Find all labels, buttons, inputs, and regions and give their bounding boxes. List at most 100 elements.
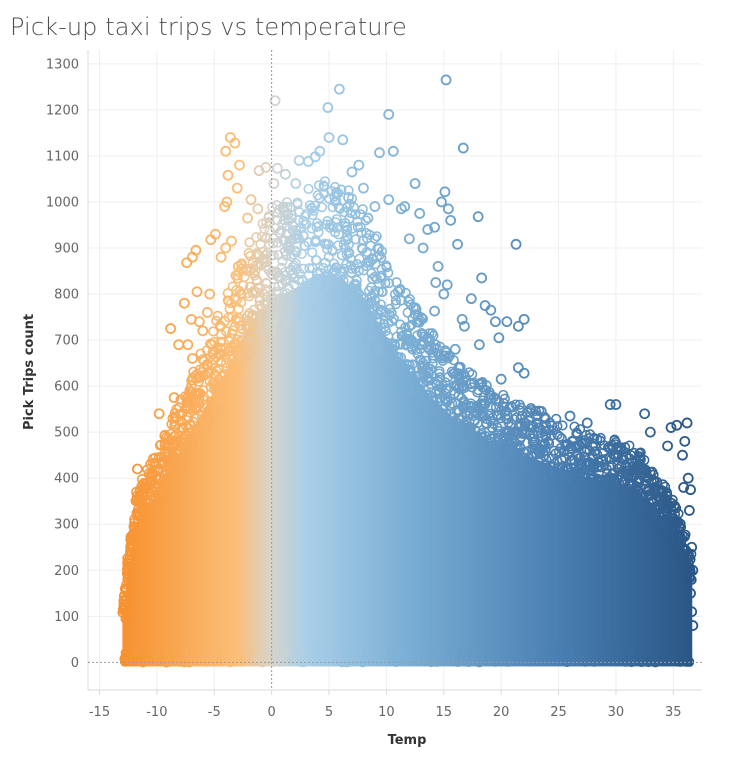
data-point [257,218,268,229]
data-point-cluster [513,452,516,667]
data-point-cluster [330,275,332,667]
data-point-outlier [309,151,321,163]
data-point-cluster [194,424,197,667]
data-point [540,655,552,666]
data-point [486,452,497,463]
data-point [243,315,254,326]
data-point [533,455,544,467]
data-point-cluster [475,434,478,667]
data-point-cluster [652,507,655,667]
data-point [491,410,502,421]
data-point-cluster [238,345,241,667]
data-point-cluster [673,533,676,667]
data-point [566,455,577,466]
data-point [566,484,577,495]
data-point-cluster [627,488,630,667]
axes: 0100200300400500600700800900100011001200… [46,50,702,720]
data-point-cluster [395,352,398,667]
data-point [268,645,280,657]
data-point [383,278,395,289]
data-point-outlier [610,399,622,410]
data-point [466,648,477,659]
data-point-cluster [447,412,449,667]
data-point-cluster [280,294,283,667]
data-point [309,200,321,211]
data-point-cluster [689,571,692,667]
data-point-cluster [611,483,614,667]
data-point-outlier [685,587,696,599]
data-point [128,528,139,539]
data-point [278,319,289,330]
data-point [467,654,478,665]
data-point [267,265,279,277]
data-point [330,646,342,657]
data-point-cluster [509,450,511,667]
data-point-outlier [681,417,693,429]
data-point-cluster [160,485,163,667]
data-point [373,286,384,297]
data-point [191,436,203,448]
data-point-outlier [495,373,507,385]
data-point [159,429,170,440]
data-point [380,277,391,289]
data-point-cluster [503,448,506,667]
data-point [313,180,325,191]
data-point-cluster [273,296,276,667]
data-point-cluster [388,342,391,667]
data-point-cluster [221,377,223,667]
data-point [218,383,229,395]
data-point [354,253,365,264]
data-point-cluster [140,516,143,667]
data-point-outlier [220,145,232,157]
data-point [232,651,244,662]
data-point-cluster [382,333,385,667]
data-point-cluster [207,402,210,667]
data-point [570,484,581,495]
data-point [446,646,458,657]
data-point [595,435,606,446]
data-point-cluster [169,468,172,667]
data-point [381,354,392,365]
data-point-outlier [343,191,354,203]
data-point [246,263,257,274]
data-point-cluster [625,487,627,667]
data-point-cluster [256,315,259,667]
y-tick-label: 400 [54,472,79,487]
data-point-cluster [265,304,268,667]
data-point-cluster [640,494,642,667]
data-point [593,460,604,471]
data-point-cluster [178,452,181,667]
data-point [502,449,513,460]
data-point [374,250,385,261]
data-point-outlier [131,463,143,475]
data-point-outlier [126,564,138,576]
data-point [368,648,379,659]
data-point-cluster [215,387,218,667]
data-point-cluster [285,292,288,667]
data-point [488,649,500,660]
data-point [343,185,354,196]
data-point-outlier [414,208,426,219]
data-point-cluster [174,460,176,667]
data-point-cluster [537,460,540,667]
data-point [328,267,340,279]
data-point [400,655,412,666]
data-point-cluster [464,426,467,667]
data-point [422,362,434,373]
data-point-outlier [671,419,683,431]
data-point-cluster [485,439,487,667]
data-point [507,402,518,413]
data-point-cluster [633,490,635,667]
data-point-outlier [322,102,334,113]
data-point [580,654,592,665]
data-point-outlier [358,182,369,194]
data-point-outlier [501,316,513,328]
data-point [160,486,171,497]
data-point-cluster [385,337,387,667]
data-point-cluster [347,284,350,667]
data-point [353,265,364,276]
data-point-cluster [530,458,533,667]
data-point [525,652,536,663]
data-point [457,651,468,663]
data-point [281,307,292,318]
